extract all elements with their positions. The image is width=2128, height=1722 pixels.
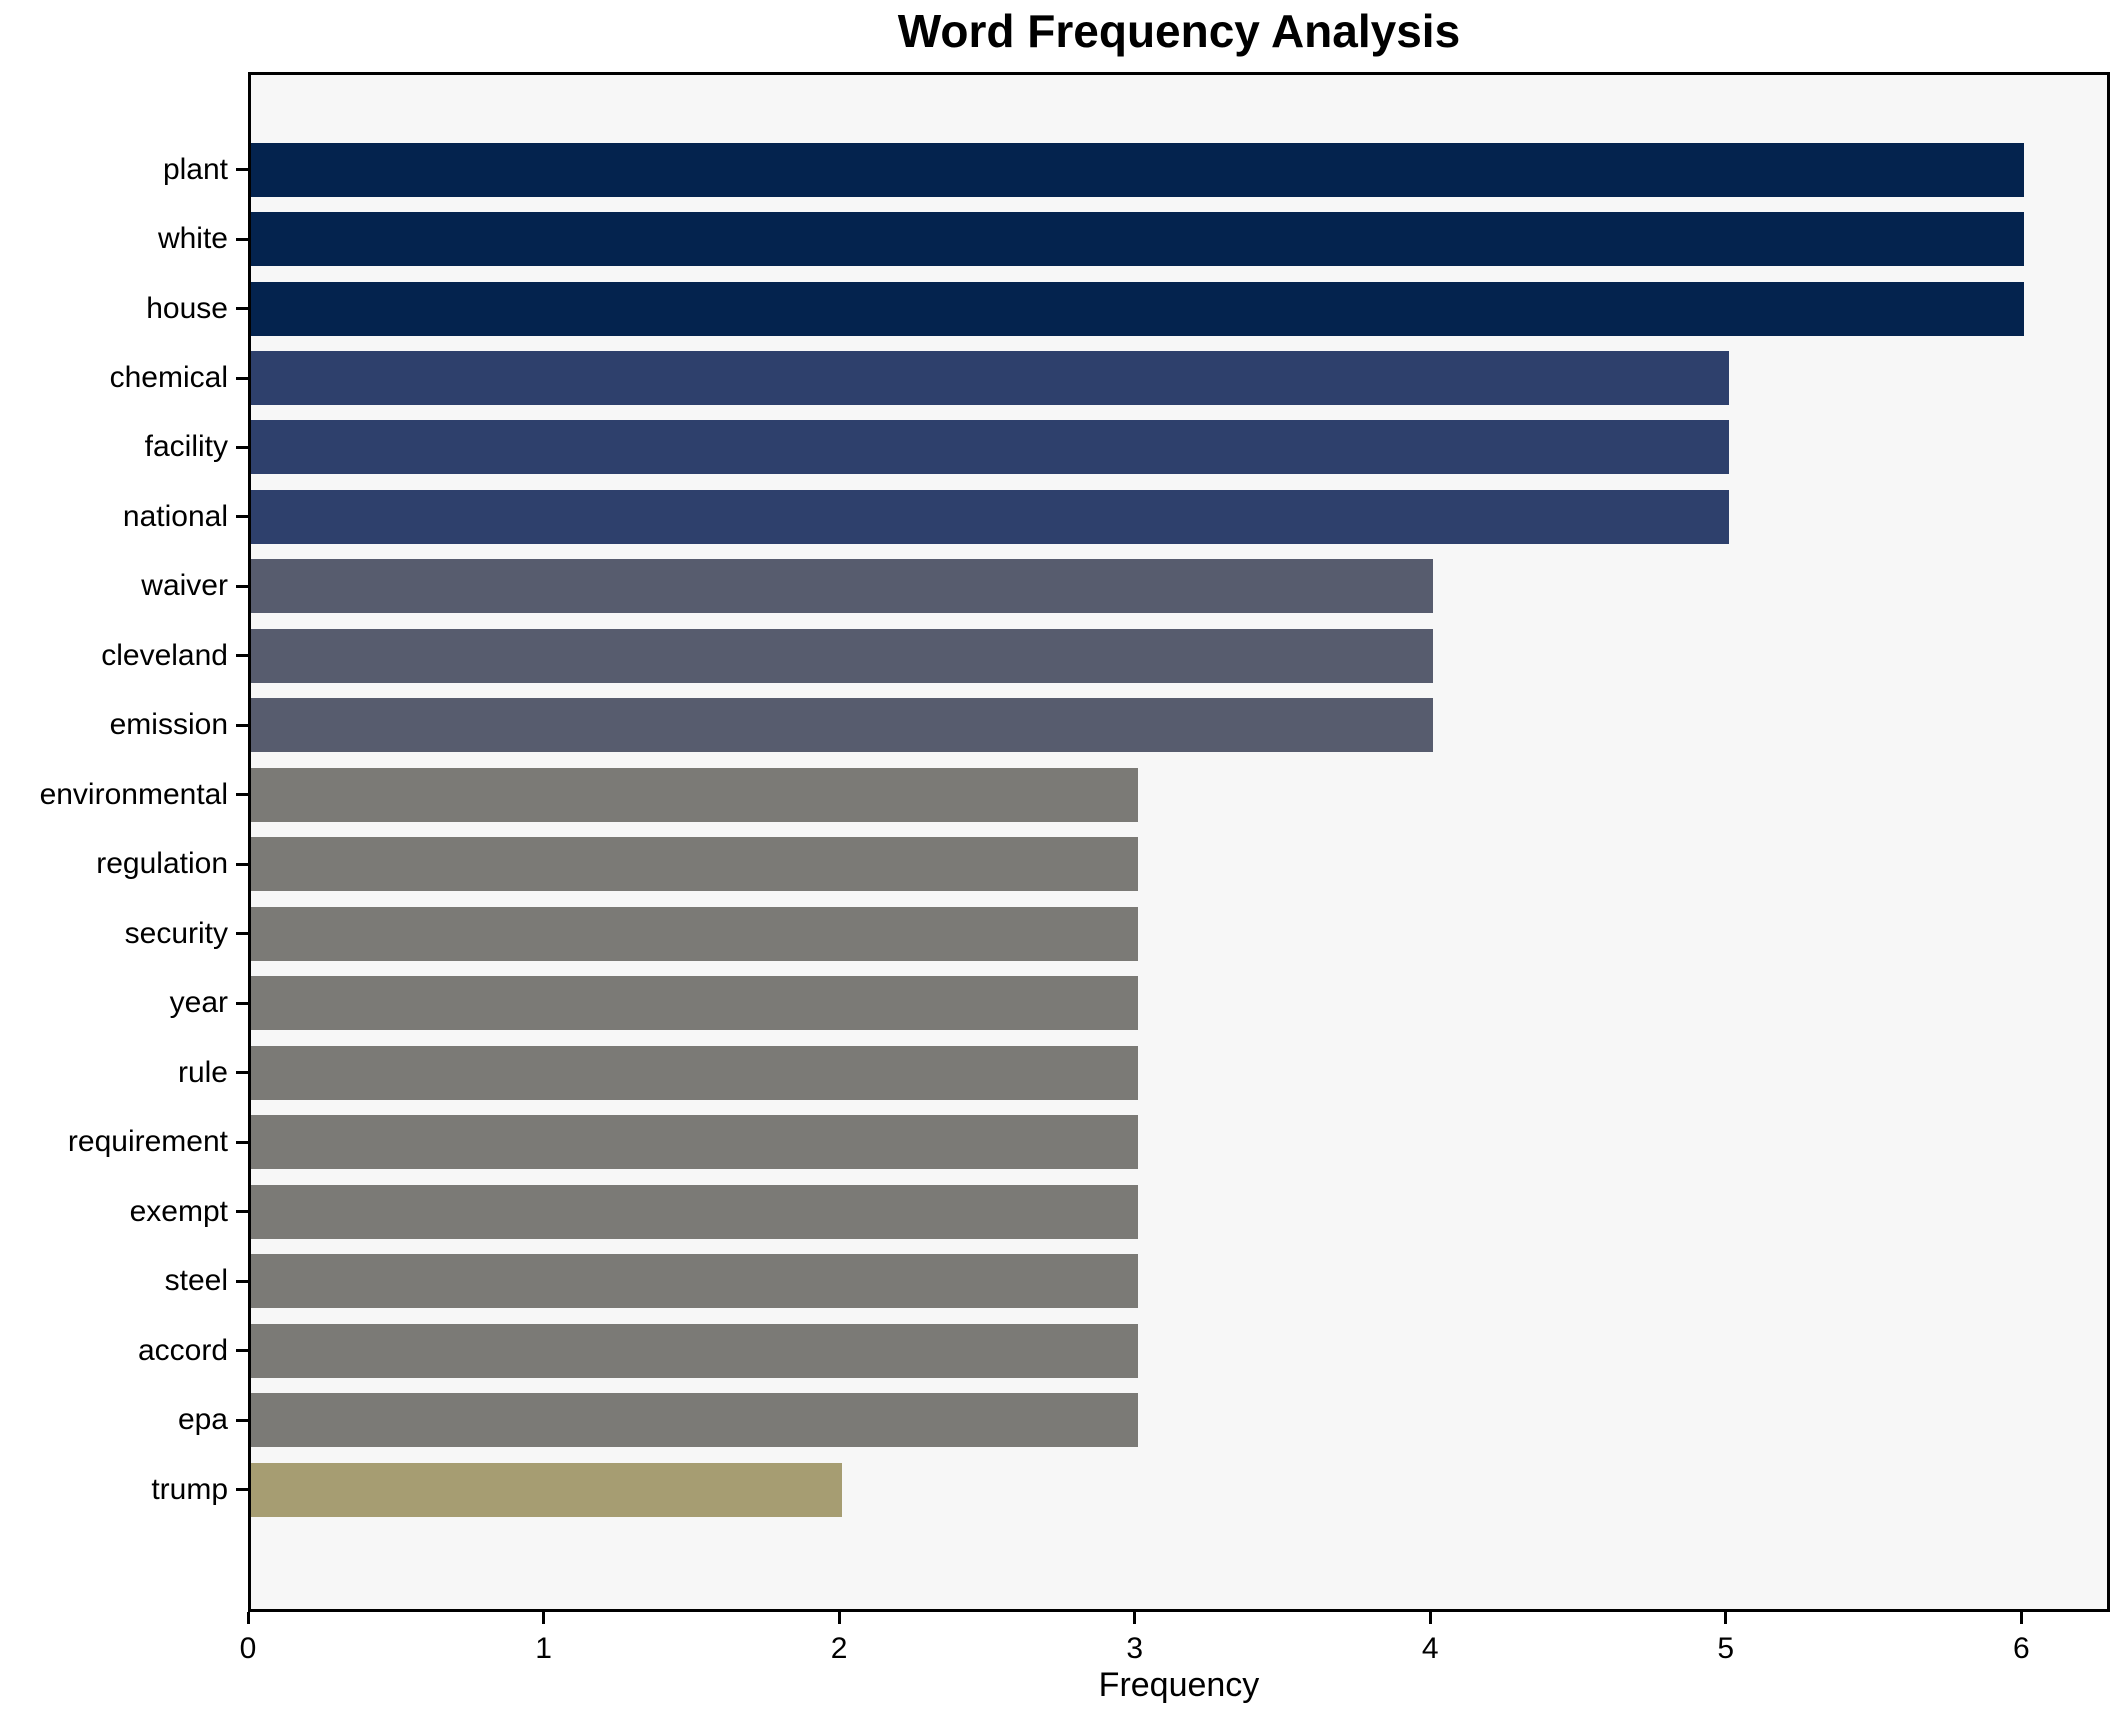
y-tick-mark (236, 1001, 248, 1005)
y-tick-label-house: house (146, 291, 228, 325)
bar-cleveland (251, 628, 1433, 683)
y-tick-label-national: national (122, 499, 228, 533)
y-tick-mark (236, 723, 248, 727)
y-tick-mark (236, 1210, 248, 1214)
bar-accord (251, 1323, 1138, 1378)
y-tick-label-plant: plant (162, 152, 228, 186)
y-tick-mark (236, 1418, 248, 1422)
x-tick-mark-5 (1724, 1612, 1728, 1624)
y-tick-label-security: security (124, 916, 228, 950)
y-tick-mark (236, 654, 248, 658)
x-tick-label-5: 5 (1717, 1632, 1735, 1665)
x-tick-mark-4 (1428, 1612, 1432, 1624)
bar-security (251, 906, 1138, 961)
y-tick-label-facility: facility (144, 430, 228, 464)
x-tick-label-1: 1 (535, 1632, 552, 1665)
y-tick-mark (236, 1279, 248, 1283)
y-tick-mark (236, 1140, 248, 1144)
y-tick-mark (236, 862, 248, 866)
x-tick-label-4: 4 (1421, 1632, 1439, 1665)
y-tick-label-environmental: environmental (39, 777, 228, 811)
bar-exempt (251, 1184, 1138, 1239)
bar-plant (251, 142, 2024, 197)
x-tick-label-2: 2 (830, 1632, 848, 1665)
y-tick-mark (236, 1349, 248, 1353)
x-tick-label-0: 0 (239, 1632, 257, 1665)
x-tick-mark-6 (2019, 1612, 2023, 1624)
bar-national (251, 489, 1729, 544)
y-tick-mark (236, 237, 248, 241)
plot-area (248, 72, 2110, 1612)
y-tick-mark (236, 1071, 248, 1075)
x-tick-mark-1 (542, 1612, 546, 1624)
y-tick-label-white: white (157, 222, 228, 256)
chart-title: Word Frequency Analysis (897, 5, 1461, 57)
x-axis-title: Frequency (1098, 1666, 1260, 1704)
x-tick-label-6: 6 (2012, 1632, 2030, 1665)
y-tick-mark (236, 793, 248, 797)
y-tick-label-exempt: exempt (129, 1194, 228, 1228)
y-tick-label-steel: steel (164, 1264, 228, 1298)
bar-requirement (251, 1115, 1138, 1170)
bar-rule (251, 1045, 1138, 1100)
y-tick-label-chemical: chemical (109, 361, 228, 394)
y-tick-mark (236, 376, 248, 380)
y-tick-label-regulation: regulation (96, 847, 228, 881)
x-tick-mark-0 (246, 1612, 250, 1624)
y-tick-mark (236, 445, 248, 449)
bar-trump (251, 1462, 842, 1517)
bar-house (251, 281, 2024, 336)
bar-environmental (251, 767, 1138, 822)
x-tick-mark-3 (1133, 1612, 1137, 1624)
y-tick-mark (236, 584, 248, 588)
bar-steel (251, 1254, 1138, 1309)
y-tick-mark (236, 168, 248, 172)
bar-emission (251, 698, 1433, 753)
x-tick-label-3: 3 (1126, 1632, 1143, 1665)
y-tick-label-emission: emission (109, 708, 228, 742)
y-tick-label-epa: epa (177, 1403, 228, 1437)
y-tick-label-requirement: requirement (67, 1125, 228, 1159)
y-tick-mark (236, 515, 248, 519)
y-tick-label-cleveland: cleveland (101, 638, 228, 672)
y-tick-label-waiver: waiver (141, 569, 228, 603)
bar-year (251, 976, 1138, 1031)
y-tick-label-accord: accord (137, 1333, 228, 1367)
y-tick-label-trump: trump (151, 1472, 228, 1506)
x-tick-mark-2 (837, 1612, 841, 1624)
bar-regulation (251, 837, 1138, 892)
y-tick-mark (236, 307, 248, 311)
bar-epa (251, 1393, 1138, 1448)
bar-waiver (251, 559, 1433, 614)
bar-white (251, 212, 2024, 267)
y-tick-mark (236, 1488, 248, 1492)
bar-facility (251, 420, 1729, 475)
y-tick-mark (236, 932, 248, 936)
bar-chemical (251, 351, 1729, 405)
y-tick-label-year: year (169, 986, 228, 1020)
y-tick-label-rule: rule (177, 1055, 228, 1089)
